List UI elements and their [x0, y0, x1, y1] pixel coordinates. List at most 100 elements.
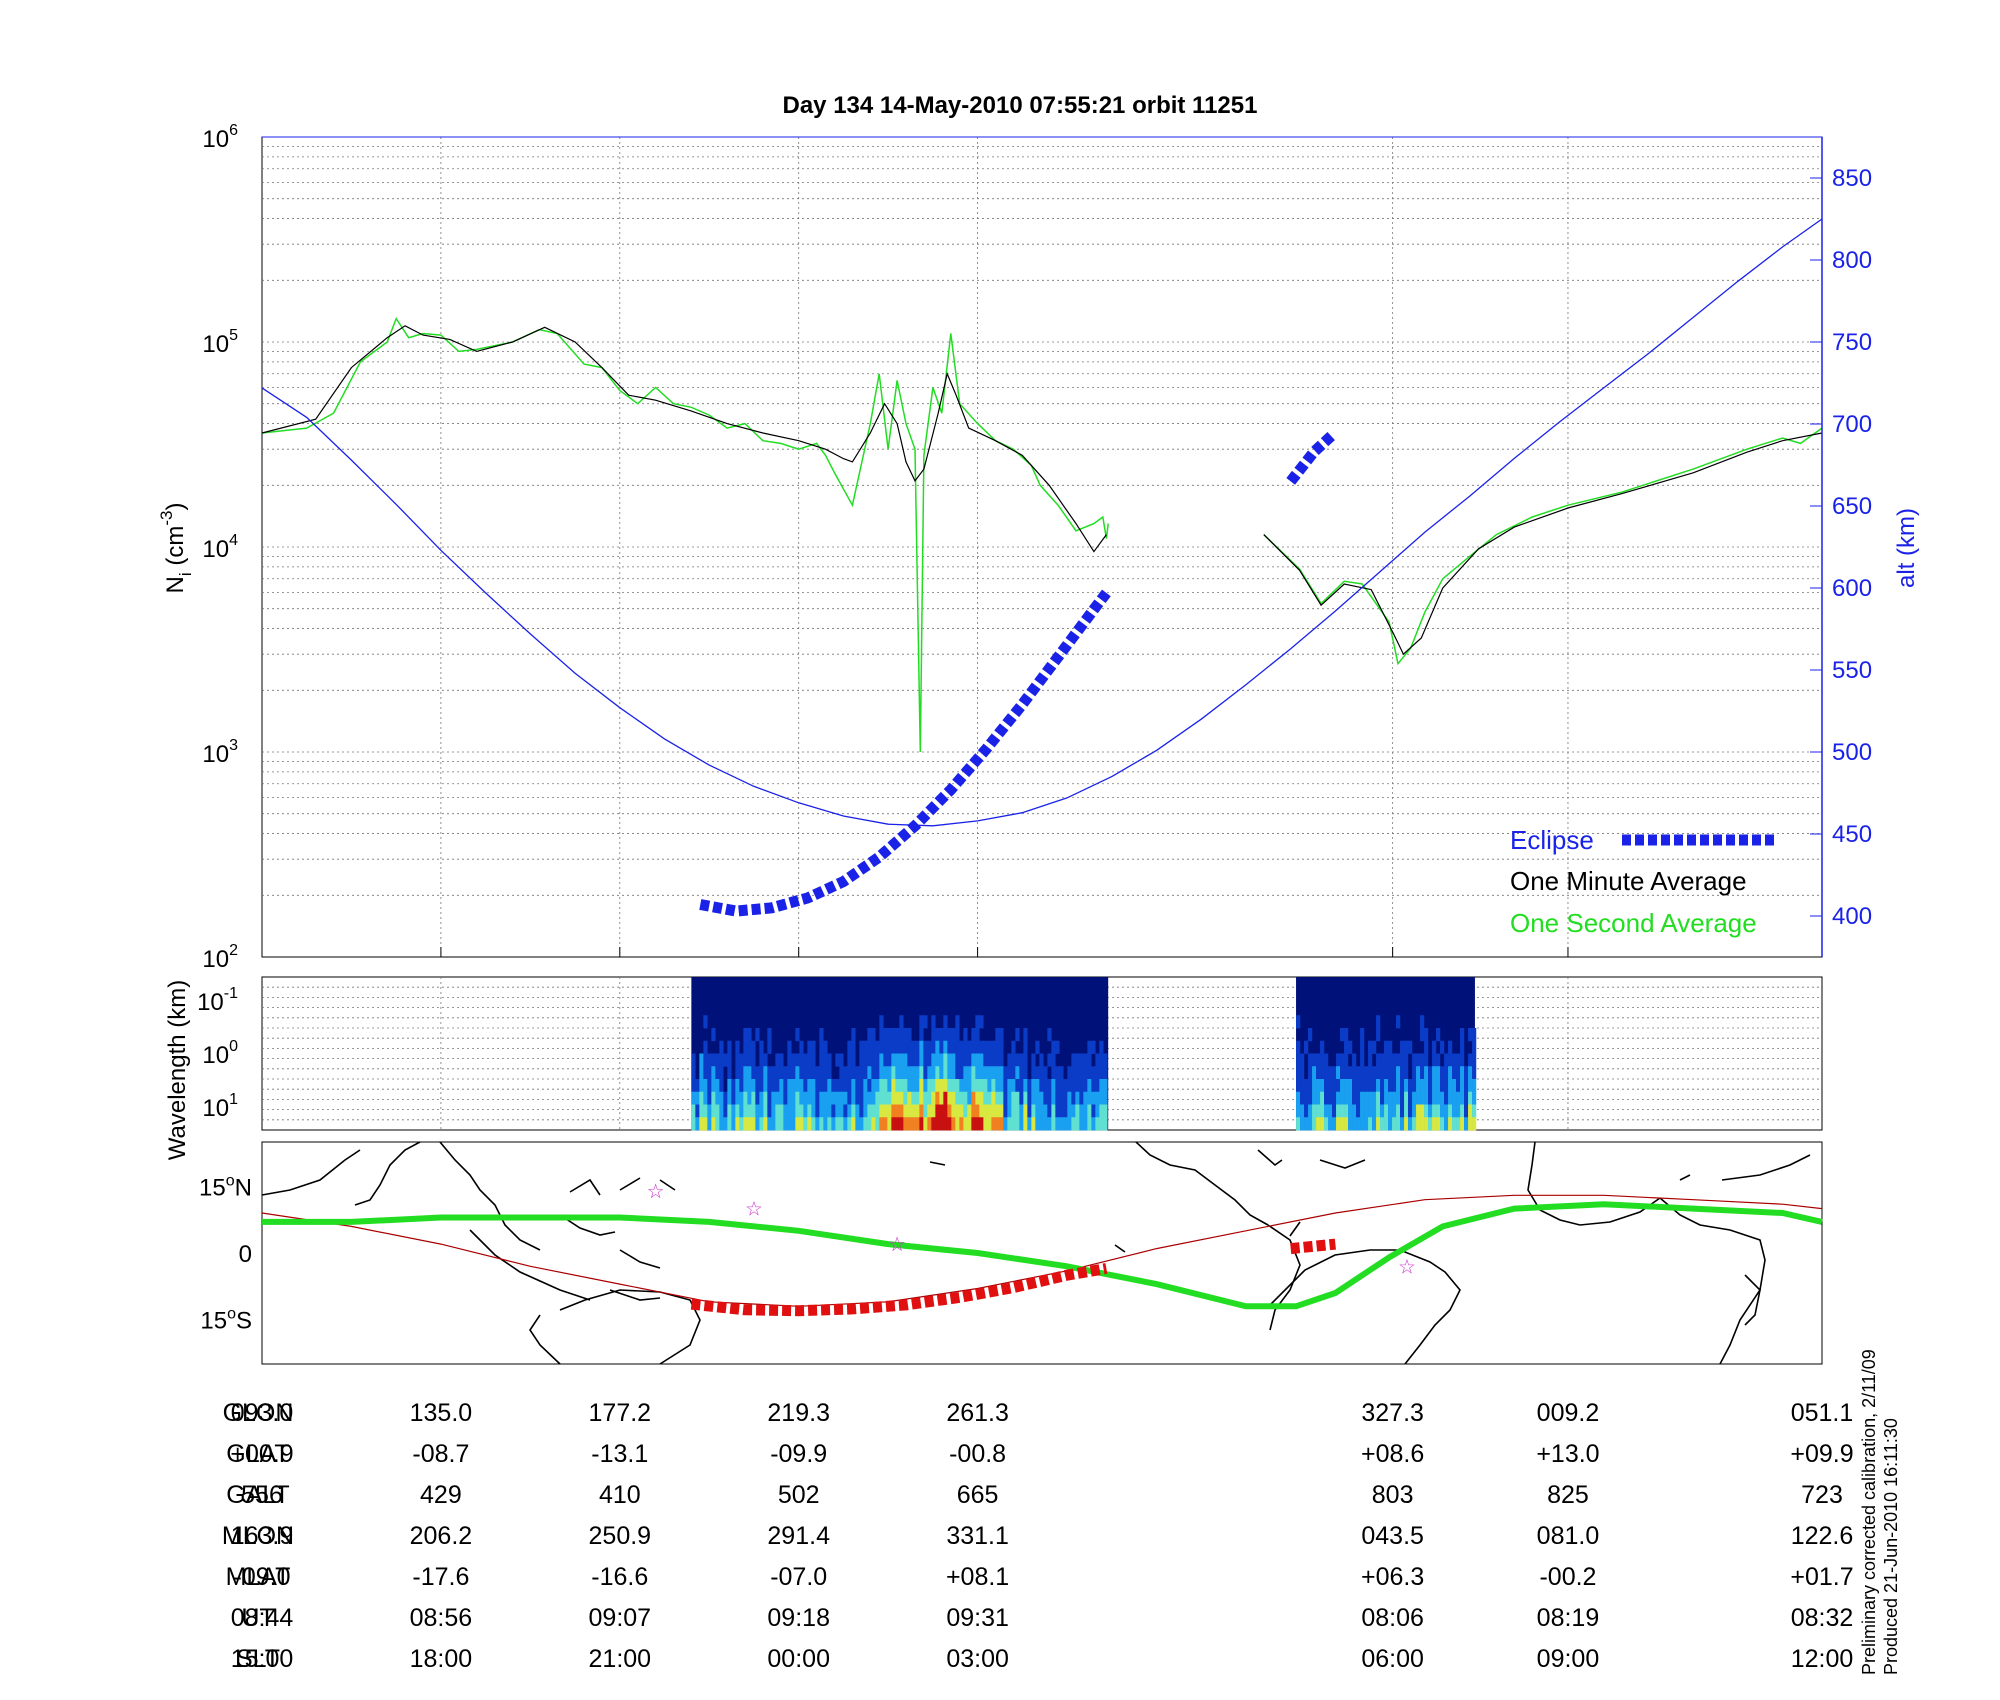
minute-average-line [261, 325, 1107, 553]
wavelength-axis-label: Wavelength (km) [164, 980, 191, 1161]
table-row-label: GALT [226, 1481, 289, 1509]
table-cell: 122.6 [1791, 1522, 1854, 1550]
table-cell: 825 [1547, 1481, 1589, 1509]
density-tick-label: 106 [202, 122, 238, 153]
table-cell: 081.0 [1537, 1522, 1600, 1550]
table-cell: 03:00 [946, 1645, 1009, 1673]
legend-second-label: One Second Average [1510, 908, 1757, 938]
table-cell: 21:00 [589, 1645, 652, 1673]
table-cell: 08:06 [1361, 1604, 1424, 1632]
table-cell: 410 [599, 1481, 641, 1509]
wavelength-tick-label: 101 [202, 1091, 238, 1122]
chart-title: Day 134 14-May-2010 07:55:21 orbit 11251 [783, 92, 1258, 119]
altitude-tick-label: 750 [1832, 329, 1872, 356]
table-row-label: MLAT [226, 1563, 291, 1591]
table-cell: 08:32 [1791, 1604, 1854, 1632]
table-cell: 206.2 [410, 1522, 473, 1550]
ground-tracks: ☆ ☆ ☆ ☆ [261, 1181, 1823, 1317]
table-cell: -00.8 [949, 1440, 1006, 1468]
table-cell: 291.4 [767, 1522, 830, 1550]
table-cell: 219.3 [767, 1399, 830, 1427]
eclipse-altitude-line [699, 589, 1111, 917]
table-cell: 09:31 [946, 1604, 1009, 1632]
second-average-line [1263, 427, 1823, 666]
altitude-tick-label: 400 [1832, 903, 1872, 930]
altitude-tick-label: 800 [1832, 247, 1872, 274]
table-cell: +06.3 [1361, 1563, 1424, 1591]
table-cell: 502 [778, 1481, 820, 1509]
table-cell: 803 [1372, 1481, 1414, 1509]
table-cell: 043.5 [1361, 1522, 1424, 1550]
table-cell: 250.9 [589, 1522, 652, 1550]
latitude-tick-label: 0 [239, 1241, 252, 1268]
table-cell: +08.1 [946, 1563, 1009, 1591]
table-cell: -09.0 [234, 1563, 291, 1591]
density-tick-label: 104 [202, 532, 238, 563]
table-cell: 08:44 [231, 1604, 294, 1632]
spectrogram-blocks [691, 977, 1477, 1131]
latitude-tick-label: 15oS [200, 1306, 252, 1335]
table-cell: 15:00 [231, 1645, 294, 1673]
table-cell: 08:56 [410, 1604, 473, 1632]
table-cell: -16.6 [591, 1563, 648, 1591]
legend: Eclipse One Minute Average One Second Av… [1510, 825, 1774, 938]
density-tick-label: 103 [202, 737, 238, 768]
table-cell: 665 [957, 1481, 999, 1509]
wavelength-tick-label: 10-1 [197, 985, 238, 1016]
star-marker: ☆ [1398, 1256, 1416, 1278]
table-row-label: GLON [223, 1399, 294, 1427]
density-tick-label: 102 [202, 942, 238, 973]
altitude-tick-label: 600 [1832, 575, 1872, 602]
altitude-line [261, 218, 1823, 827]
footnote-line1: Preliminary corrected calibration, 2/11/… [1859, 1349, 1879, 1675]
table-cell: +08.6 [1361, 1440, 1424, 1468]
table-cell: 327.3 [1361, 1399, 1424, 1427]
density-grid [262, 137, 1822, 957]
eclipse-altitude-line [1286, 431, 1336, 485]
magnetic-equator-line [262, 1201, 1823, 1310]
minute-average-line [1263, 432, 1823, 656]
altitude-tick-label: 850 [1832, 165, 1872, 192]
table-cell: 18:00 [410, 1645, 473, 1673]
spectrogram-y-ticks: 10-1 100 101 [197, 985, 238, 1122]
table-cell: 429 [420, 1481, 462, 1509]
spectrogram-block [1296, 977, 1477, 1131]
table-cell: 135.0 [410, 1399, 473, 1427]
table-cell: +09.9 [1790, 1440, 1853, 1468]
table-cell: 177.2 [589, 1399, 652, 1427]
legend-eclipse-label: Eclipse [1510, 825, 1594, 855]
star-marker: ☆ [647, 1181, 665, 1203]
density-tick-label: 105 [202, 327, 238, 358]
altitude-tick-label: 550 [1832, 657, 1872, 684]
table-cell: -09.9 [770, 1440, 827, 1468]
table-cell: +00.9 [230, 1440, 293, 1468]
density-axis-label: Ni (cm-3) [157, 503, 195, 594]
table-cell: -00.2 [1539, 1563, 1596, 1591]
ground-track-panel: ☆ ☆ ☆ ☆ 15oN 0 15oS [199, 1141, 1823, 1365]
wavelength-tick-label: 100 [202, 1038, 238, 1069]
altitude-tick-label: 500 [1832, 739, 1872, 766]
table-cell: 06:00 [1361, 1645, 1424, 1673]
altitude-tick-label: 450 [1832, 821, 1872, 848]
table-cell: 09:00 [1537, 1645, 1600, 1673]
legend-minute-label: One Minute Average [1510, 866, 1747, 896]
table-cell: -17.6 [412, 1563, 469, 1591]
table-cell: 723 [1801, 1481, 1843, 1509]
latitude-ticks: 15oN 0 15oS [199, 1172, 252, 1334]
spectrogram-block [691, 977, 1109, 1131]
table-cell: 331.1 [946, 1522, 1009, 1550]
latitude-tick-label: 15oN [199, 1172, 252, 1201]
table-cell: 09:18 [767, 1604, 830, 1632]
table-cell: 09:07 [589, 1604, 652, 1632]
altitude-y-ticks: 400 450 500 550 600 650 700 750 800 850 [1810, 165, 1872, 930]
star-marker: ☆ [888, 1234, 906, 1256]
spectrogram-panel: 10-1 100 101 Wavelength (km) [164, 976, 1823, 1161]
altitude-tick-label: 650 [1832, 493, 1872, 520]
table-cell: 00:00 [767, 1645, 830, 1673]
footnote-line2: Produced 21-Jun-2010 16:11:30 [1881, 1418, 1901, 1675]
table-cell: -13.1 [591, 1440, 648, 1468]
altitude-tick-label: 700 [1832, 411, 1872, 438]
svg-text:Ni (cm-3): Ni (cm-3) [157, 503, 195, 594]
table-cell: +13.0 [1536, 1440, 1599, 1468]
